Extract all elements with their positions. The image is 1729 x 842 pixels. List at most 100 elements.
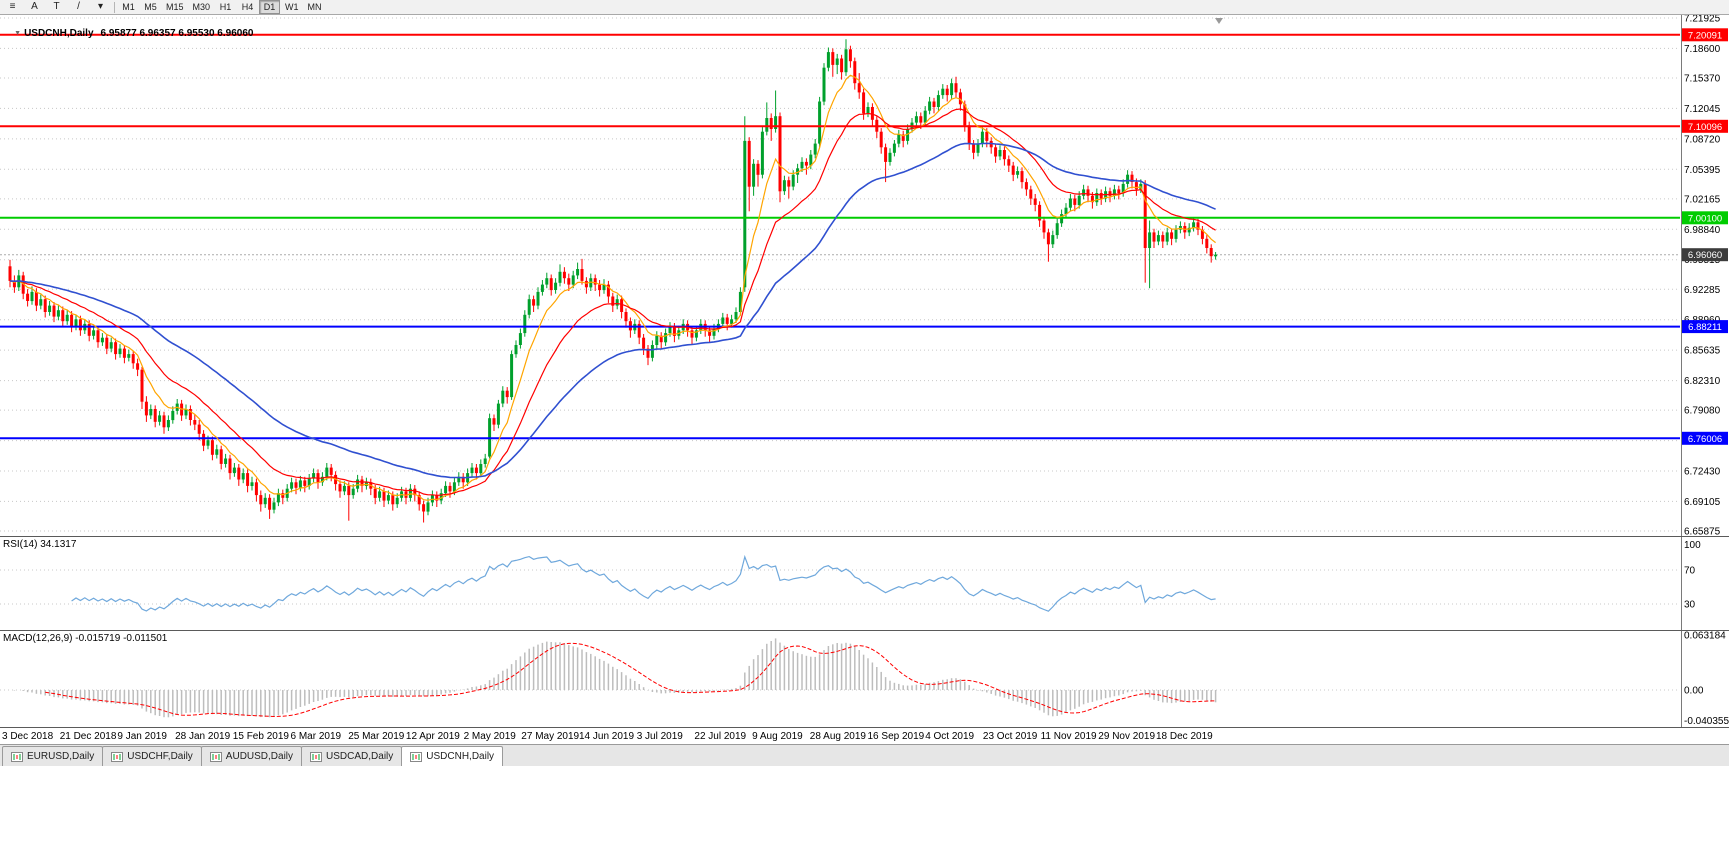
candle-body [787,180,791,187]
candle-body [1174,229,1178,239]
chart-tab-usdcad[interactable]: USDCAD,Daily [301,746,403,766]
timeframe-button-m5[interactable]: M5 [144,2,157,12]
candle-body [668,326,672,334]
date-label: 29 Nov 2019 [1098,731,1155,742]
candle-body [518,333,522,345]
candle-body [1121,183,1125,194]
timeframe-button-m30[interactable]: M30 [192,2,211,12]
y-axis-tick-label: 6.72430 [1684,467,1721,478]
candle-body [540,284,544,292]
candle-body [39,299,43,306]
candle-body [760,131,764,175]
candle-body [804,161,808,166]
candle-body [329,467,333,475]
rsi-label: RSI(14) 34.1317 [3,539,77,550]
candle-body [809,154,813,166]
candle-body [672,326,676,336]
candle-body [1205,238,1209,248]
timeframe-button-m1[interactable]: M1 [122,2,135,12]
timeframe-button-h4[interactable]: H4 [241,2,254,12]
candle-body [589,278,593,288]
candle-body [796,168,800,175]
candle-body [294,482,298,488]
date-label: 14 Jun 2019 [579,731,634,742]
chart-tab-usdchf[interactable]: USDCHF,Daily [102,746,202,766]
candle-body [598,284,602,291]
candle-body [448,485,452,492]
candle-body [620,299,624,312]
candle-body [325,467,329,477]
candle-body [646,348,650,358]
candle-body [378,491,382,498]
candle-body [593,278,597,285]
candle-body [360,479,364,486]
candle-body [822,67,826,102]
main-chart-canvas[interactable]: 7.21925 7.18600 7.15370 7.12045 7.08720 7.053… [0,15,1729,536]
candle-body [74,319,78,327]
candle-body [510,354,514,398]
candle-body [1192,222,1196,228]
candle-body [813,143,817,155]
candle-body [690,330,694,338]
date-label: 28 Jan 2019 [175,731,230,742]
candle-body [1187,227,1191,233]
chart-tab-eurusd[interactable]: EURUSD,Daily [2,746,104,766]
rsi-canvas[interactable]: 100 70 30 [0,537,1729,630]
y-axis-tick-label: 7.12045 [1684,104,1721,115]
candle-body [268,497,272,510]
candle-body [422,504,426,512]
candle-body [1016,171,1020,175]
candle-body [756,163,760,175]
candle-body [976,143,980,153]
price-label-text: 7.20091 [1688,30,1722,41]
candle-body [800,161,804,169]
candle-body [642,337,646,349]
candle-body [1130,174,1134,182]
chart-tab-audusd[interactable]: AUDUSD,Daily [200,746,303,766]
timeframe-button-d1[interactable]: D1 [259,0,281,14]
candle-body [215,449,219,455]
chart-list-icon[interactable]: ≡ [9,1,16,12]
candle-body [144,401,148,416]
candle-body [1002,150,1006,160]
macd-canvas[interactable]: 0.063184 0.00 -0.040355 [0,631,1729,727]
candle-body [562,271,566,279]
candle-body [972,143,976,153]
price-label-box [1682,211,1728,225]
candle-body [263,497,267,505]
chart-tab-usdcnh[interactable]: USDCNH,Daily [401,746,504,766]
dropdown-arrow-icon[interactable]: ▾ [97,1,104,12]
candle-body [483,458,487,464]
timeframe-button-m15[interactable]: M15 [166,2,184,12]
trendline-tool-icon[interactable]: / [77,1,80,12]
candle-body [567,278,571,285]
candlestick-chart-icon [11,751,23,762]
timeframe-button-w1[interactable]: W1 [285,2,299,12]
candle-body [1165,232,1169,242]
candle-body [514,345,518,355]
text-tool-icon[interactable]: T [53,1,60,12]
price-label-text: 7.00100 [1688,213,1722,224]
candle-body [43,299,47,312]
one-click-trading-arrow-icon[interactable]: ▼ [14,30,22,37]
y-axis-tick-label: 7.02165 [1684,194,1721,205]
candle-body [774,116,778,129]
candle-body [395,497,399,505]
pointer-a-icon[interactable]: A [31,1,38,12]
candle-body [888,152,892,162]
candle-body [1117,189,1121,194]
y-axis-tick-label: 7.05395 [1684,165,1721,176]
candle-body [1055,223,1059,236]
candle-body [835,58,839,65]
candles-series [8,39,1218,523]
candle-body [461,476,465,483]
candle-body [897,134,901,144]
candle-body [492,418,496,425]
macd-panel: MACD(12,26,9) -0.015719 -0.011501 0.0631… [0,631,1729,728]
timeframe-button-mn[interactable]: MN [307,2,322,12]
candle-body [936,95,940,107]
candle-body [866,107,870,114]
timeframe-button-h1[interactable]: H1 [219,2,232,12]
candle-body [307,478,311,486]
date-label: 12 Apr 2019 [406,731,460,742]
